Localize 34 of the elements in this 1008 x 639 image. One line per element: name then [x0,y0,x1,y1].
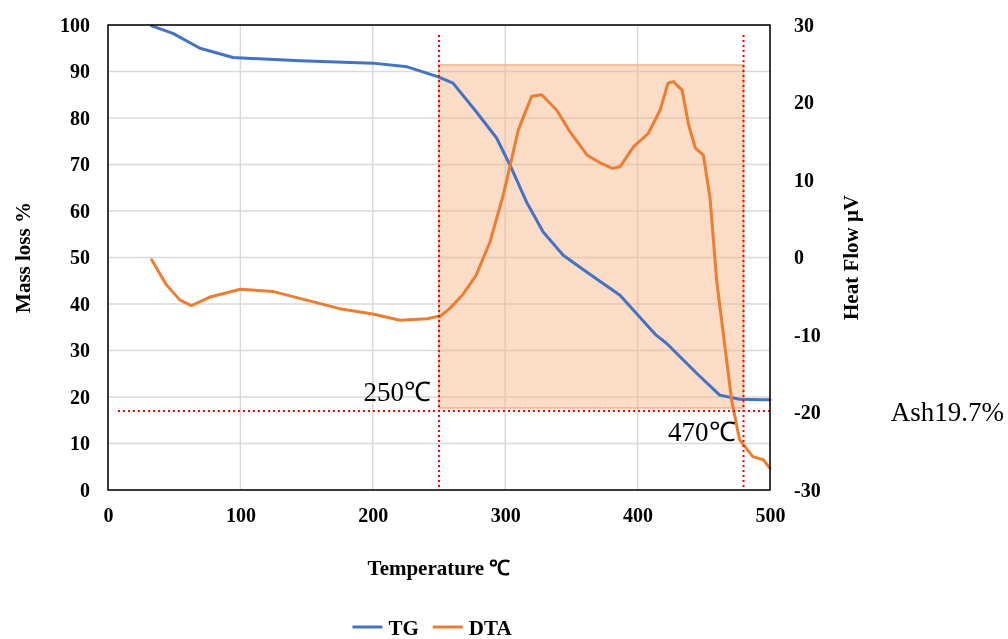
y-tick-label: 10 [70,432,90,455]
y2-tick-label: 10 [794,168,814,191]
y2-axis-title: Heat Flow μV [839,194,863,321]
text: Ash19.7% [890,396,1004,427]
x-tick-label: 0 [103,504,114,527]
legend-label: TG [388,616,419,639]
y-tick-label: 70 [70,153,90,176]
y-tick-label: 90 [70,60,90,83]
x-tick-label: 100 [225,504,256,527]
y-axis-title: Mass loss % [11,202,35,313]
y2-tick-label: 0 [794,246,804,269]
line-series [150,80,772,470]
y2-tick-label: 30 [794,13,814,36]
line-series [150,24,772,402]
y-tick-label: 80 [70,106,90,129]
y-tick-label: 100 [60,13,90,36]
y-tick-label: 20 [70,385,90,408]
y2-tick-label: -30 [794,478,821,501]
legend-label: DTA [468,616,513,639]
x-axis-title: Temperature ℃ [367,556,511,580]
ref-line-label: 470℃ [668,416,736,447]
y-tick-label: 60 [70,199,90,222]
x-tick-label: 300 [490,504,521,527]
y2-tick-label: -10 [794,323,821,346]
y2-tick-label: -20 [794,401,821,424]
x-tick-label: 500 [755,504,786,527]
x-tick-label: 400 [623,504,654,527]
ref-line-label: 250℃ [363,376,431,407]
y-tick-label: 40 [70,292,90,315]
y-tick-label: 30 [70,339,90,362]
y-tick-label: 50 [70,246,90,269]
y2-tick-label: 20 [794,91,814,114]
x-tick-label: 200 [358,504,389,527]
y-tick-label: 0 [80,478,90,501]
